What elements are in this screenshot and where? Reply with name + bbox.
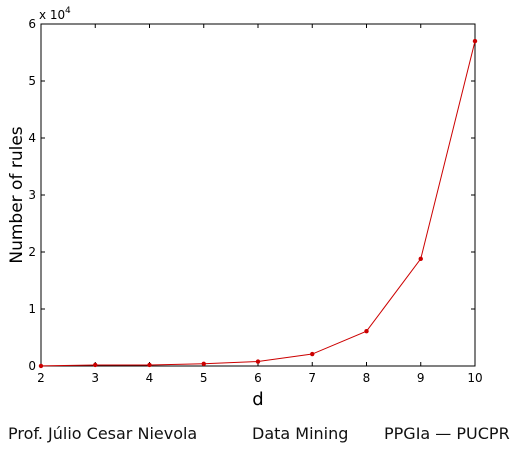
data-point [201, 361, 206, 366]
x-tick-label: 8 [363, 371, 371, 385]
y-tick-label: 4 [28, 131, 36, 145]
data-point [418, 256, 423, 262]
y-axis-ticks: 0 1 2 3 4 5 6 [28, 17, 475, 373]
data-point [93, 362, 98, 368]
data-point [38, 363, 44, 369]
x-tick-label: 10 [467, 371, 482, 385]
x-tick-label: 5 [200, 371, 208, 385]
footer-course: Data Mining [252, 424, 349, 443]
data-point [310, 351, 315, 357]
x-tick-label: 4 [146, 371, 154, 385]
y-axis-exponent-base: x 10 [39, 8, 65, 22]
x-tick-label: 7 [308, 371, 316, 385]
data-point [364, 329, 369, 334]
y-tick-label: 1 [28, 302, 36, 316]
y-tick-label: 5 [28, 74, 36, 88]
x-tick-label: 9 [417, 371, 425, 385]
footer-author: Prof. Júlio Cesar Nievola [8, 424, 198, 443]
data-point [147, 362, 152, 368]
footer-program: PPGIa — PUCPR [384, 424, 510, 443]
x-axis-label: d [252, 389, 263, 410]
plot-area [40, 23, 476, 367]
y-tick-label: 2 [28, 245, 36, 259]
x-tick-label: 6 [254, 371, 262, 385]
y-axis-exponent-power: 4 [65, 6, 71, 16]
y-tick-label: 3 [28, 188, 36, 202]
chart: 0 1 2 3 4 5 6 2 3 4 5 6 7 8 9 10 x 10 4 d Number of ru… [7, 6, 483, 410]
x-tick-label: 2 [37, 371, 45, 385]
data-point [255, 359, 261, 364]
series-layer [38, 38, 478, 369]
data-point [472, 38, 478, 44]
x-axis-ticks: 2 3 4 5 6 7 8 9 10 [37, 24, 483, 385]
y-tick-label: 0 [28, 359, 36, 373]
y-axis-label: Number of rules [7, 126, 27, 263]
y-tick-label: 6 [28, 17, 36, 31]
x-tick-label: 3 [91, 371, 99, 385]
